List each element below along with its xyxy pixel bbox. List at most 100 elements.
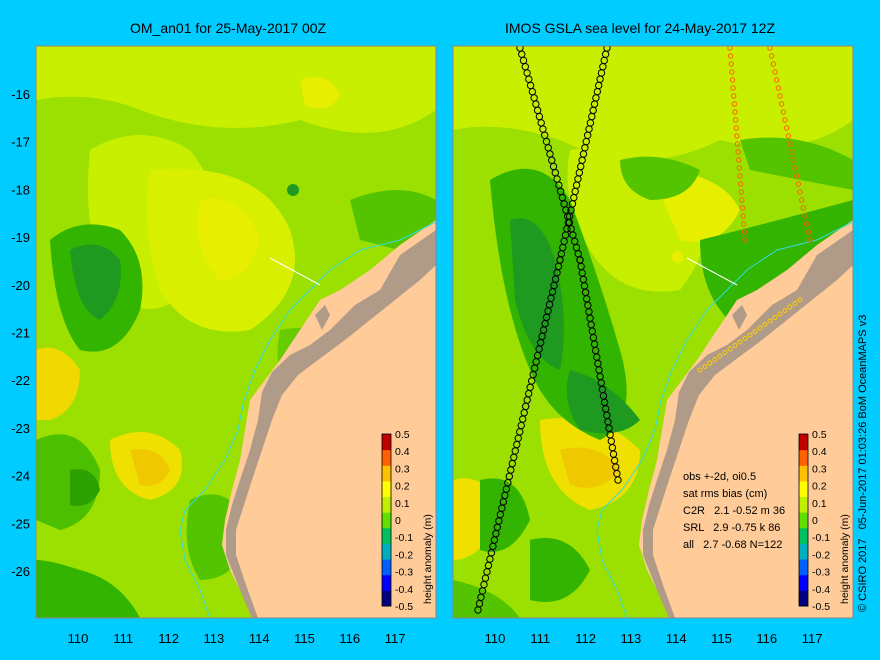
observation-point [785,133,792,139]
observation-point [772,315,778,320]
observation-point [778,101,785,107]
observation-point [792,301,798,306]
colorbar-tick-label: -0.2 [395,549,413,561]
observation-point [802,213,808,219]
observation-point [772,69,778,75]
observation-point [739,197,745,203]
observation-point [737,173,743,179]
observation-point [775,85,782,91]
right-colorbar: 0.5 0.4 0.3 0.2 0.1 0 -0.1 -0.2 -0.3 -0.4 -0.5 heig… [798,429,851,613]
observation-point [780,109,787,115]
lon-label: 113 [621,631,642,646]
lon-label: 114 [249,631,270,646]
stats-line-3: C2R 2.1 -0.52 m 36 [683,505,785,517]
observation-point [782,117,788,123]
observation-point [747,332,753,338]
colorbar-swatch [382,590,391,607]
lon-label: 112 [575,631,596,646]
observation-point [735,149,741,155]
colorbar-tick-label: -0.3 [395,567,413,579]
observation-point [737,181,744,187]
colorbar-swatch [799,496,808,513]
lat-label: -20 [11,278,30,293]
observation-point [736,165,743,171]
observation-point [697,367,703,373]
observation-point [795,181,802,187]
colorbar-swatch [382,559,391,576]
colorbar-tick-label: -0.2 [812,549,830,561]
observation-point [777,93,783,99]
lat-label: -19 [11,230,30,245]
observation-point [722,350,728,355]
observation-point [614,476,622,484]
observation-point [787,141,793,147]
observation-point [736,157,742,163]
colorbar-tick-label: 0.2 [812,481,827,493]
observation-point [733,125,739,131]
observation-point [762,322,768,327]
lon-label: 116 [756,631,777,646]
stats-line-4: SRL 2.9 -0.75 k 86 [683,522,780,534]
lon-label: 112 [158,631,179,646]
colorbar-swatch [382,434,391,451]
observation-point [707,360,713,366]
observation-point [783,125,790,131]
lon-label: 115 [294,631,315,646]
colorbar-tick-label: 0.3 [395,463,410,475]
observation-point [729,77,736,83]
observation-point [752,329,758,334]
colorbar-tick-label: 0 [395,515,401,527]
observation-point [792,165,798,171]
lat-label: -26 [11,564,30,579]
observation-point [790,157,797,163]
colorbar-tick-label: 0.3 [812,463,827,475]
colorbar-swatch [799,480,808,498]
observation-point [768,53,775,59]
colorbar-swatch [382,527,391,544]
observation-point [731,101,738,107]
observation-point [732,343,738,348]
observation-point [757,325,763,331]
observation-point [787,304,793,310]
observation-point [734,133,740,139]
observation-point [729,69,735,75]
colorbar-swatch [382,512,391,529]
observation-point [474,606,482,614]
observation-point [741,229,748,235]
lon-label: 110 [485,631,506,646]
colorbar-tick-label: -0.4 [812,584,830,596]
colorbar-swatch [382,465,391,482]
left-isobath-line [179,221,436,618]
left-latitude-labels: -16 -17 -18 -19 -20 -21 -22 -23 -24 -25 -26 [11,87,30,579]
lon-label: 113 [204,631,225,646]
credit-text: © CSIRO 2017 05-Jun-2017 01:03:26 BoM Oc… [857,315,869,612]
colorbar-swatch [382,543,391,560]
colorbar-swatch [799,590,808,607]
colorbar-swatch [382,574,391,591]
observation-point [770,61,777,67]
right-panel-title: IMOS GSLA sea level for 24-May-2017 12Z [505,20,776,36]
colorbar-tick-label: 0.5 [395,429,410,441]
colorbar-swatch [799,465,808,482]
observation-point [730,85,736,91]
observation-point [807,237,813,243]
stats-line-1: obs +-2d, oi0.5 [683,471,756,483]
observation-point [702,364,708,369]
colorbar-tick-label: -0.5 [812,601,830,613]
colorbar-tick-label: 0.5 [812,429,827,441]
colorbar-tick-label: 0 [812,515,818,527]
observation-point [797,297,803,303]
right-longitude-labels: 110 111 112 113 114 115 116 117 [485,631,823,646]
observation-point [712,357,718,362]
lon-label: 110 [68,631,89,646]
left-longitude-labels: 110 111 112 113 114 115 116 117 [68,631,406,646]
lon-label: 115 [711,631,732,646]
observation-point [742,237,748,243]
observation-point [737,339,743,345]
colorbar-tick-label: 0.2 [395,481,410,493]
left-section-line [269,257,321,286]
observation-point [777,311,783,317]
observation-point [728,61,734,67]
left-colorbar: 0.5 0.4 0.3 0.2 0.1 0 -0.1 -0.2 -0.3 -0.4 -0.5 heig… [381,429,434,613]
